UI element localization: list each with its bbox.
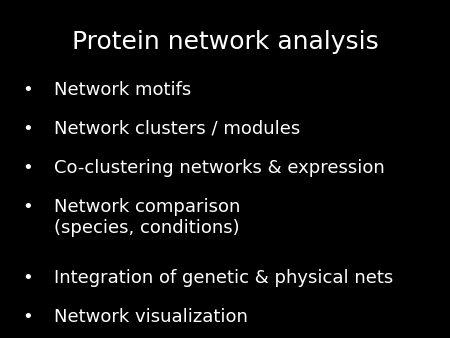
Text: Network motifs: Network motifs — [54, 81, 191, 99]
Text: Network comparison
(species, conditions): Network comparison (species, conditions) — [54, 198, 240, 237]
Text: •: • — [22, 120, 33, 138]
Text: Protein network analysis: Protein network analysis — [72, 30, 378, 54]
Text: •: • — [22, 269, 33, 287]
Text: Integration of genetic & physical nets: Integration of genetic & physical nets — [54, 269, 393, 287]
Text: Network visualization: Network visualization — [54, 308, 248, 325]
Text: Co-clustering networks & expression: Co-clustering networks & expression — [54, 159, 385, 177]
Text: •: • — [22, 159, 33, 177]
Text: •: • — [22, 81, 33, 99]
Text: Network clusters / modules: Network clusters / modules — [54, 120, 300, 138]
Text: •: • — [22, 198, 33, 216]
Text: •: • — [22, 308, 33, 325]
